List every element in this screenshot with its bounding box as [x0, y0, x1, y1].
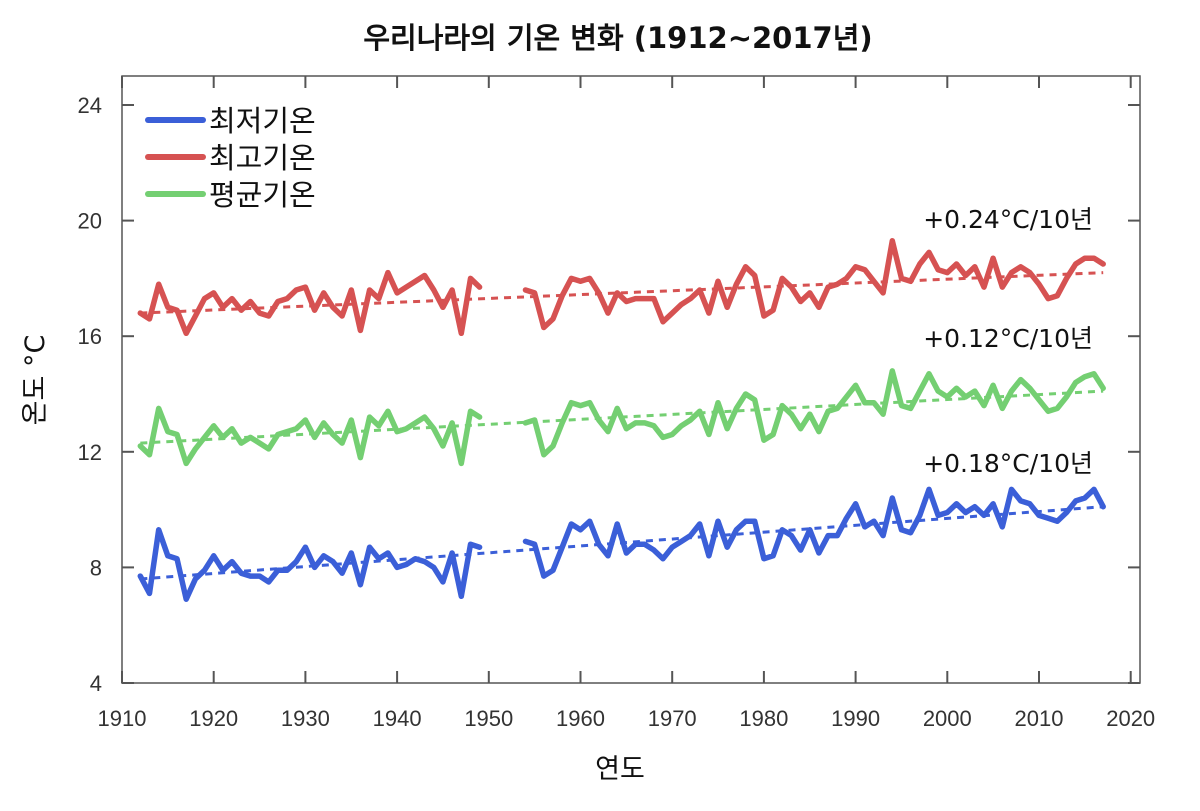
legend-label: 최고기온 [209, 141, 316, 175]
y-tick-label: 12 [78, 440, 102, 465]
legend-label: 평균기온 [209, 178, 316, 212]
trend-annotation: +0.18°C/10년 [923, 449, 1093, 478]
chart-title: 우리나라의 기온 변화 (1912~2017년) [363, 21, 872, 55]
trend-annotation: +0.24°C/10년 [923, 205, 1093, 234]
y-tick-label: 16 [78, 324, 102, 349]
y-tick-label: 24 [78, 93, 102, 118]
series-line [137, 486, 1106, 602]
x-axis-label: 연도 [595, 754, 645, 785]
x-tick-label: 2000 [923, 706, 972, 731]
x-tick-label: 1940 [373, 706, 422, 731]
x-tick-label: 2020 [1106, 706, 1155, 731]
legend-label: 최저기온 [209, 104, 316, 138]
trend-line [140, 271, 1104, 315]
x-tick-label: 2010 [1015, 706, 1064, 731]
series-line [137, 238, 1106, 337]
trend-annotation: +0.12°C/10년 [923, 324, 1093, 353]
x-tick-label: 1960 [556, 706, 605, 731]
x-tick-label: 1990 [831, 706, 880, 731]
y-tick-label: 20 [78, 209, 102, 234]
x-tick-label: 1970 [648, 706, 697, 731]
x-tick-label: 1910 [98, 706, 147, 731]
x-tick-label: 1950 [464, 706, 513, 731]
series-line [137, 368, 1106, 467]
plot-frame [121, 75, 1141, 684]
x-tick-label: 1920 [189, 706, 238, 731]
y-axis-label: 온도 °C [20, 335, 51, 426]
y-tick-label: 4 [90, 671, 102, 696]
x-tick-label: 1980 [739, 706, 788, 731]
y-tick-label: 8 [90, 555, 102, 580]
x-tick-label: 1930 [281, 706, 330, 731]
